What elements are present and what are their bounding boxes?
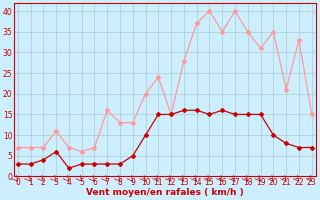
X-axis label: Vent moyen/en rafales ( km/h ): Vent moyen/en rafales ( km/h ) [86,188,244,197]
